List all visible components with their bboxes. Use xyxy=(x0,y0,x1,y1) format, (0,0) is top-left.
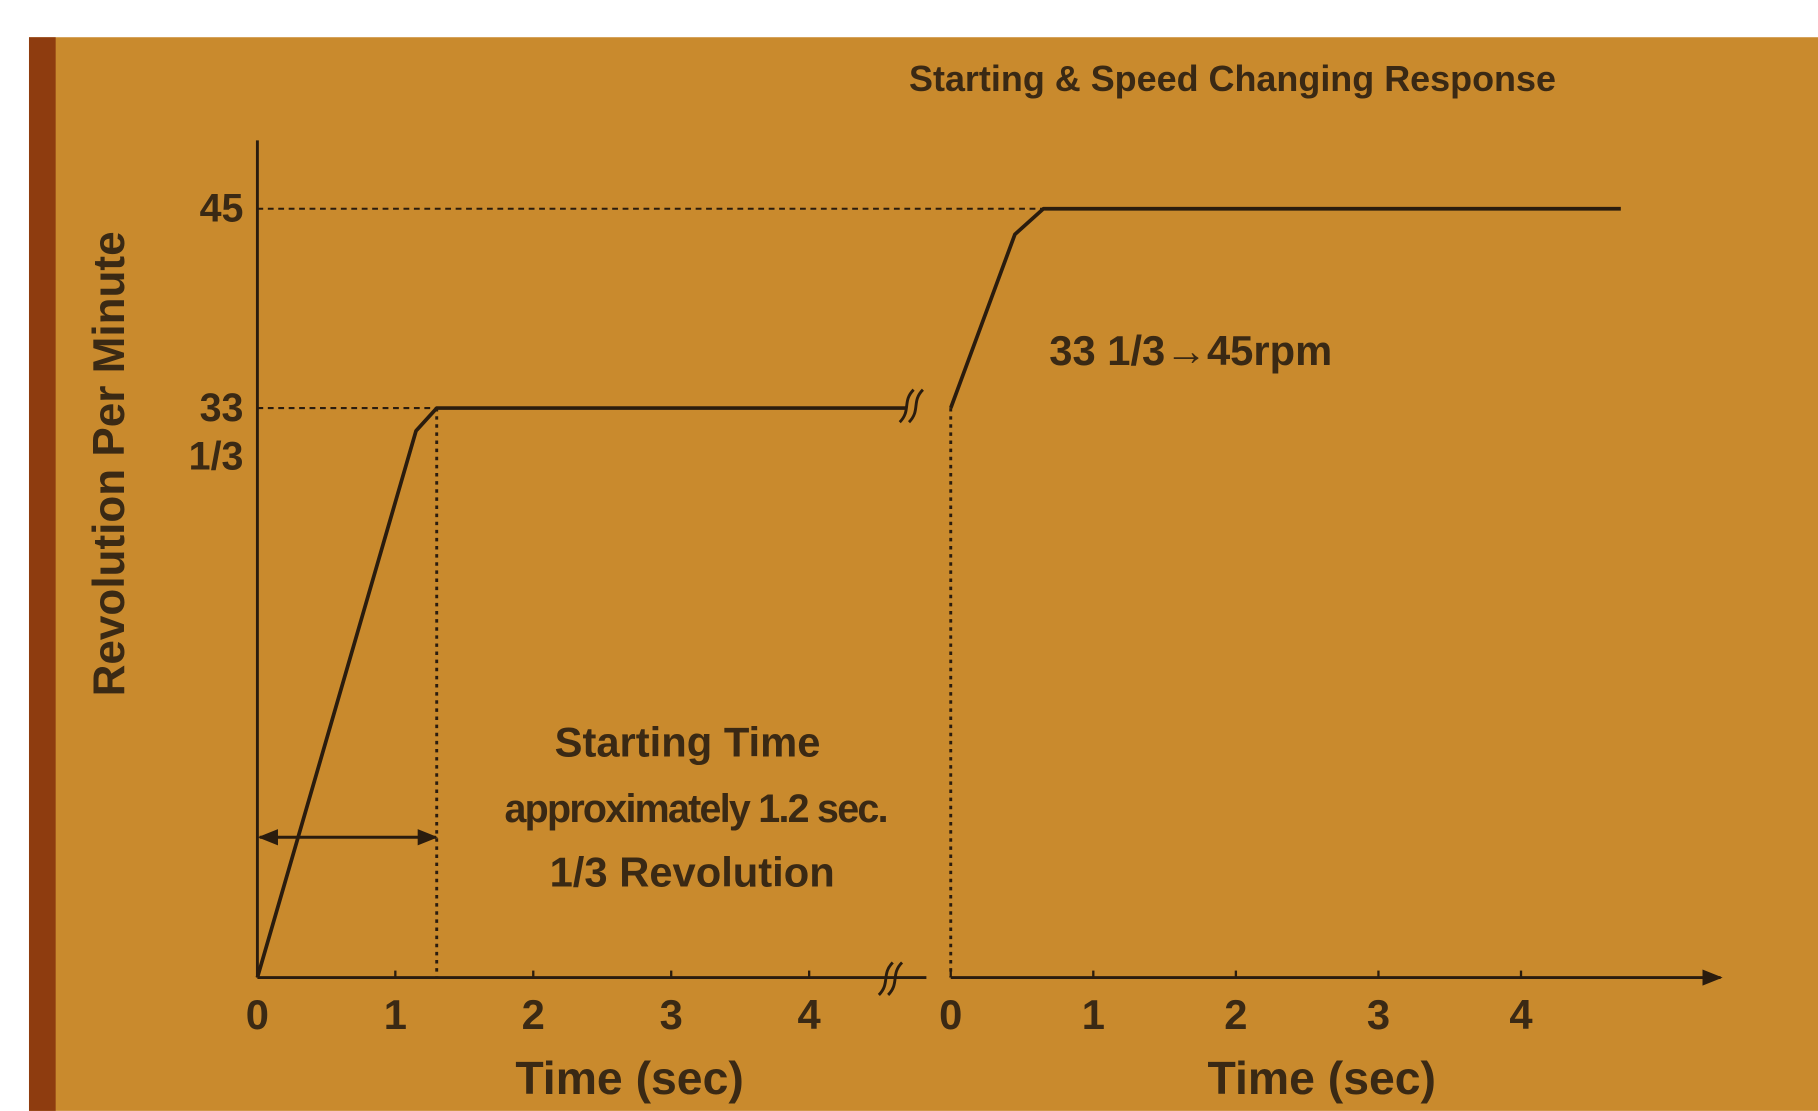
x-tick-label: 0 xyxy=(246,991,269,1038)
break-mark xyxy=(907,388,925,424)
y-tick-label: 45 xyxy=(199,186,244,231)
y-axis-label: Revolution Per Minute xyxy=(85,231,134,696)
y-tick-text: 45 xyxy=(199,186,244,231)
x-tick-label: 2 xyxy=(1224,991,1247,1038)
x-axis-label: Time (sec) xyxy=(1208,1052,1436,1104)
annotation: 33 1/3→45rpm xyxy=(1049,327,1332,374)
y-tick-text: 33 1/3 xyxy=(188,386,244,479)
y-tick-label: 33 1/3 xyxy=(188,386,244,479)
side-stripe xyxy=(28,37,56,1111)
background xyxy=(28,37,1818,1111)
x-tick-label: 4 xyxy=(1509,991,1532,1038)
annotation: 1/3 Revolution xyxy=(550,849,835,896)
x-tick-label: 1 xyxy=(1082,991,1105,1038)
annotation: Starting Time xyxy=(555,719,821,766)
x-tick-label: 3 xyxy=(660,991,683,1038)
break-mark xyxy=(898,388,915,424)
annotation: approximately 1.2 sec. xyxy=(505,787,887,831)
x-tick-label: 3 xyxy=(1367,991,1390,1038)
x-tick-label: 4 xyxy=(798,991,821,1038)
data-line xyxy=(255,406,906,979)
x-tick-label: 0 xyxy=(939,991,962,1038)
x-tick-label: 1 xyxy=(384,991,407,1038)
x-axis-label: Time (sec) xyxy=(515,1052,743,1104)
chart-title: Starting & Speed Changing Response xyxy=(909,58,1556,99)
x-tick-label: 2 xyxy=(522,991,545,1038)
data-line xyxy=(948,206,1621,409)
